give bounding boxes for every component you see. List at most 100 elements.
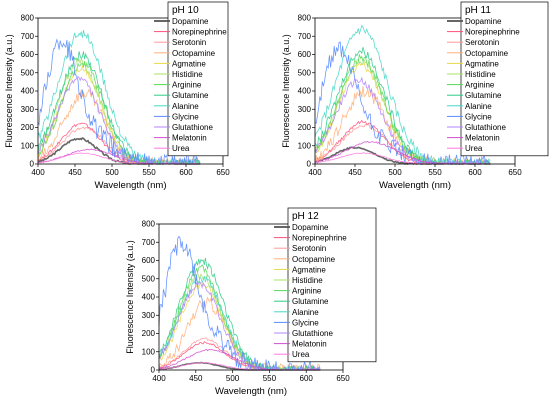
legend-label: Octopamine (172, 49, 216, 58)
y-tick-label: 200 (142, 329, 156, 338)
y-tick-label: 0 (151, 366, 156, 375)
legend-label: Octopamine (465, 49, 509, 58)
y-tick-label: 100 (298, 141, 312, 150)
series-line (314, 47, 491, 166)
x-tick-label: 650 (508, 168, 522, 177)
legend-label: Norepinephrine (292, 234, 347, 243)
series-line (314, 24, 491, 166)
x-tick-label: 400 (31, 168, 45, 177)
x-tick-label: 500 (388, 168, 402, 177)
legend-label: Histidine (465, 70, 496, 79)
y-tick-label: 400 (21, 87, 35, 96)
y-axis-label: Fluorescence Intensity (a.u.) (125, 240, 135, 354)
y-tick-label: 200 (298, 123, 312, 132)
x-tick-label: 450 (189, 374, 203, 383)
y-tick-label: 0 (30, 160, 35, 169)
x-tick-label: 550 (428, 168, 442, 177)
legend-label: Glutathione (465, 123, 506, 132)
x-tick-label: 650 (216, 168, 230, 177)
series-line (158, 280, 321, 372)
legend-label: Alanine (465, 102, 492, 111)
x-tick-label: 600 (179, 168, 193, 177)
y-tick-label: 500 (142, 274, 156, 283)
legend-label: Melatonin (465, 134, 500, 143)
legend-label: Glycine (172, 112, 199, 121)
legend-label: Alanine (292, 308, 319, 317)
legend-box (167, 1, 229, 157)
x-tick-label: 650 (336, 374, 350, 383)
legend-label: Arginine (465, 81, 495, 90)
y-tick-label: 600 (21, 50, 35, 59)
legend-label: Dopamine (465, 17, 502, 26)
legend-label: Octopamine (292, 255, 336, 264)
legend-label: Urea (292, 350, 310, 359)
y-tick-label: 300 (142, 311, 156, 320)
legend-box (460, 1, 549, 157)
x-tick-label: 450 (68, 168, 82, 177)
legend-label: Glycine (292, 318, 319, 327)
legend-label: Dopamine (292, 223, 329, 232)
x-axis-label: Wavelength (nm) (95, 180, 167, 191)
legend-title: pH 11 (465, 5, 491, 16)
chart-panel: 0 100 200 300 400 500 600 700 800 400 450 500 550 600… (4, 1, 230, 191)
x-tick-label: 600 (468, 168, 482, 177)
y-tick-label: 600 (298, 50, 312, 59)
legend-label: Urea (172, 144, 190, 153)
legend-label: Arginine (292, 287, 322, 296)
y-tick-label: 100 (142, 347, 156, 356)
y-axis-label: Fluorescence Intensity (a.u.) (281, 34, 291, 148)
series-line (314, 41, 491, 166)
y-tick-label: 300 (298, 105, 312, 114)
legend-label: Histidine (292, 276, 323, 285)
legend-title: pH 12 (292, 211, 319, 222)
legend-title: pH 10 (172, 5, 199, 16)
y-tick-label: 700 (298, 32, 312, 41)
x-tick-label: 550 (142, 168, 156, 177)
y-tick-label: 400 (142, 293, 156, 302)
chart-panel: 0 100 200 300 400 500 600 700 800 400 450 500 550 600… (125, 207, 377, 397)
y-tick-label: 0 (307, 160, 312, 169)
legend-box (287, 207, 377, 363)
legend-label: Serotonin (172, 38, 206, 47)
x-tick-label: 500 (226, 374, 240, 383)
legend-label: Glutamine (172, 91, 209, 100)
legend-label: Glutamine (292, 297, 329, 306)
legend-label: Glutathione (172, 123, 213, 132)
legend-label: Glutathione (292, 329, 333, 338)
y-tick-label: 200 (21, 123, 35, 132)
x-tick-label: 600 (300, 374, 314, 383)
x-tick-label: 550 (263, 374, 277, 383)
legend-label: Arginine (172, 81, 202, 90)
x-tick-label: 500 (105, 168, 119, 177)
legend-label: Melatonin (172, 134, 207, 143)
y-tick-label: 800 (298, 14, 312, 23)
x-tick-label: 450 (348, 168, 362, 177)
legend-label: Norepinephrine (465, 28, 520, 37)
y-tick-label: 400 (298, 87, 312, 96)
y-axis-label: Fluorescence Intensity (a.u.) (4, 34, 14, 148)
legend-label: Dopamine (172, 17, 209, 26)
y-tick-label: 500 (298, 68, 312, 77)
y-tick-label: 700 (21, 32, 35, 41)
y-tick-label: 500 (21, 68, 35, 77)
legend-label: Serotonin (292, 244, 326, 253)
y-tick-label: 600 (142, 256, 156, 265)
y-tick-label: 300 (21, 105, 35, 114)
chart-panel: 0 100 200 300 400 500 600 700 800 400 450 500 550 600… (281, 1, 549, 191)
legend-label: Agmatine (172, 59, 206, 68)
series-line (37, 38, 201, 165)
x-axis-label: Wavelength (nm) (379, 180, 451, 191)
legend-label: Alanine (172, 102, 199, 111)
series-line (37, 75, 201, 166)
legend-label: Urea (465, 144, 483, 153)
legend-label: Norepinephrine (172, 28, 227, 37)
y-tick-label: 700 (142, 238, 156, 247)
legend-label: Glycine (465, 112, 492, 121)
legend-label: Glutamine (465, 91, 502, 100)
legend-label: Serotonin (465, 38, 499, 47)
y-tick-label: 100 (21, 141, 35, 150)
legend-label: Agmatine (292, 265, 326, 274)
legend-label: Agmatine (465, 59, 499, 68)
